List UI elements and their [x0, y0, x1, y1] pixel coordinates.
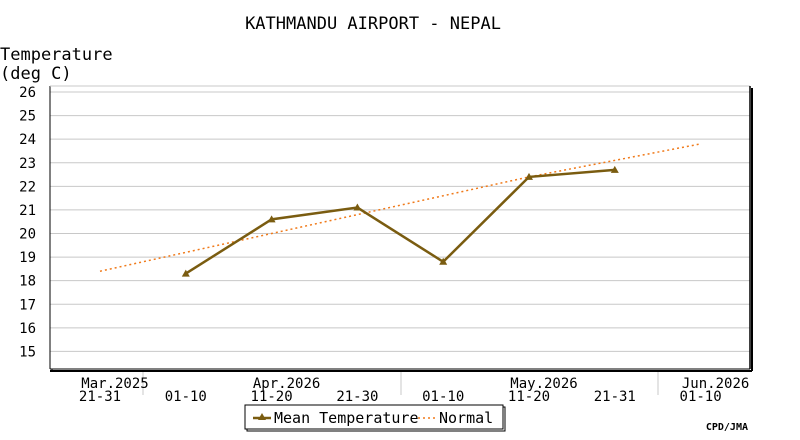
plot-frame [49, 85, 753, 372]
mean-temperature-point [610, 165, 619, 173]
x-tick-dekad: 01-10 [165, 389, 207, 405]
y-tick-label: 25 [19, 109, 36, 125]
x-tick-month: May.2026 [510, 376, 577, 392]
series-mean-temperature-line [185, 168, 615, 275]
chart-title: KATHMANDU AIRPORT - NEPAL [245, 14, 501, 34]
y-axis-label-line-1: Temperature [0, 45, 113, 65]
series-group [99, 143, 701, 277]
mean-temperature-point [525, 172, 533, 180]
y-tick-label: 17 [19, 297, 36, 313]
x-tick-dekad: 01-10 [422, 389, 464, 405]
y-tick-label: 15 [19, 344, 36, 360]
mean-temperature-point [353, 203, 362, 211]
mean-temperature-point [267, 215, 276, 223]
x-tick-dekad: 21-31 [594, 389, 636, 405]
x-tick-month: Jun.2026 [682, 376, 749, 392]
x-tick-month: Mar.2025 [81, 376, 148, 392]
y-tick-label: 24 [19, 132, 36, 148]
x-tick-month: Apr.2026 [253, 376, 320, 392]
y-tick-label: 22 [19, 179, 36, 195]
y-tick-label: 23 [19, 156, 36, 172]
source-label: CPD/JMA [706, 422, 748, 433]
x-tick-dekad: 01-10 [680, 389, 722, 405]
legend: Mean Temperature Normal [244, 404, 506, 432]
y-tick-label: 19 [19, 250, 36, 266]
legend-marker-mean [258, 413, 266, 420]
x-tick-dekad: 21-31 [79, 389, 121, 405]
x-tick-dekad: 11-20 [508, 389, 550, 405]
mean-temperature-point [181, 269, 190, 277]
y-tick-label: 26 [19, 85, 36, 101]
x-tick-dekad: 11-20 [251, 389, 293, 405]
mean-temperature-point [439, 257, 448, 265]
y-tick-label: 16 [19, 321, 36, 337]
plot-area [50, 86, 750, 369]
x-tick-dekad: 21-30 [336, 389, 378, 405]
legend-label-normal: Normal [439, 409, 493, 427]
legend-label-mean: Mean Temperature [274, 409, 419, 427]
y-tick-label: 20 [19, 227, 36, 243]
y-tick-label: 21 [19, 203, 36, 219]
y-axis-label-line-2: (deg C) [0, 64, 72, 84]
y-tick-label: 18 [19, 274, 36, 290]
y-tick-labels: 15 16 17 18 19 20 21 22 23 24 25 26 [19, 85, 36, 360]
